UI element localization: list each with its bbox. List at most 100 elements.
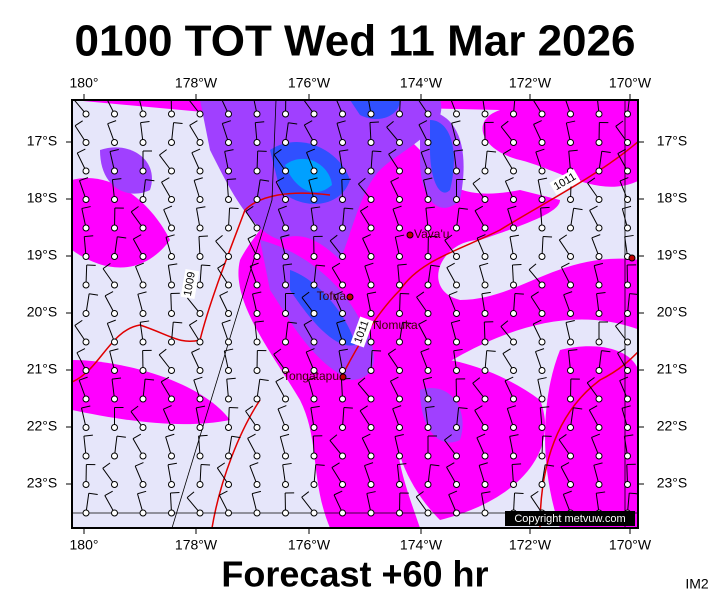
barb-flag (368, 93, 377, 95)
station (624, 310, 631, 317)
barb-flag (589, 205, 598, 211)
barb-flag (561, 262, 570, 268)
barb-flag (487, 150, 497, 153)
station (310, 167, 318, 175)
barb-flag (538, 177, 548, 181)
barb-flag (275, 177, 285, 183)
station (567, 395, 574, 403)
barb-flag (227, 178, 237, 181)
barb-flag (81, 206, 91, 209)
station (453, 452, 460, 460)
barb-flag (140, 121, 150, 124)
barb-flag (84, 235, 94, 238)
barb-flag (505, 177, 514, 182)
station (367, 281, 375, 289)
station (339, 224, 346, 232)
station (111, 224, 118, 232)
barb-flag (219, 490, 228, 496)
barb-flag (482, 93, 491, 94)
barb-flag (515, 94, 524, 95)
station (196, 253, 204, 260)
station (538, 281, 546, 289)
station (624, 481, 631, 488)
barb-flag (252, 490, 262, 495)
barb-flag (163, 405, 172, 410)
station (510, 481, 517, 488)
station (396, 281, 403, 289)
station (282, 281, 289, 289)
place-marker (406, 231, 414, 239)
barb-flag (304, 120, 313, 126)
station (367, 110, 375, 118)
station (510, 367, 517, 374)
station (481, 167, 489, 175)
lat-label: 17°S (657, 133, 688, 149)
barb-flag (344, 207, 354, 210)
station (82, 338, 90, 346)
barb-flag (102, 263, 111, 270)
title: 0100 TOT Wed 11 Mar 2026 (75, 17, 636, 66)
station (481, 481, 489, 488)
wind-barbs (73, 92, 638, 517)
barb-flag (249, 262, 259, 267)
barb-flag (486, 350, 496, 352)
station (567, 196, 574, 203)
barb-flag (173, 122, 183, 125)
barb-flag (173, 321, 183, 324)
barb-flag (589, 405, 598, 411)
station (538, 367, 546, 374)
station (567, 281, 574, 289)
station (111, 281, 118, 289)
station (139, 395, 147, 403)
barb-flag (512, 463, 522, 466)
barb-flag (104, 291, 114, 297)
barb-flag (563, 291, 573, 296)
isobar-label: 1009 (182, 271, 198, 297)
station (282, 310, 289, 317)
barb-flag (535, 348, 545, 353)
station (595, 481, 603, 488)
station (339, 196, 346, 203)
barb-flag (161, 177, 170, 183)
station (567, 367, 574, 374)
station (82, 395, 90, 403)
barb-flag (273, 348, 282, 355)
barb-flag (458, 207, 468, 210)
barb-flag (601, 150, 611, 153)
station (538, 253, 546, 260)
barb-flag (420, 148, 430, 153)
station (481, 452, 489, 460)
station (367, 452, 375, 460)
barb-flag (137, 291, 147, 295)
station (310, 367, 318, 374)
station (310, 281, 318, 289)
station (111, 139, 118, 146)
barb-flag (500, 120, 509, 128)
station (253, 224, 261, 232)
station (139, 167, 147, 175)
barb-flag (335, 92, 343, 96)
station (567, 424, 574, 431)
station (253, 424, 261, 431)
barb-flag (277, 405, 287, 410)
station (282, 367, 289, 374)
station (82, 110, 90, 118)
barb-flag (362, 433, 371, 439)
station (396, 338, 403, 346)
barb-flag (388, 148, 397, 155)
station (453, 395, 460, 403)
barb-flag (343, 407, 353, 409)
station (481, 424, 489, 431)
station (82, 481, 90, 488)
station (424, 281, 432, 289)
station (339, 338, 346, 346)
station (510, 424, 517, 431)
station (168, 509, 175, 517)
barb-flag (305, 348, 315, 353)
barb-flag (397, 263, 407, 266)
barb-flag (372, 150, 382, 153)
station (139, 310, 147, 317)
place-label: Tofua (317, 289, 347, 303)
barb-flag (479, 262, 489, 267)
lon-label: 170°W (609, 75, 652, 91)
